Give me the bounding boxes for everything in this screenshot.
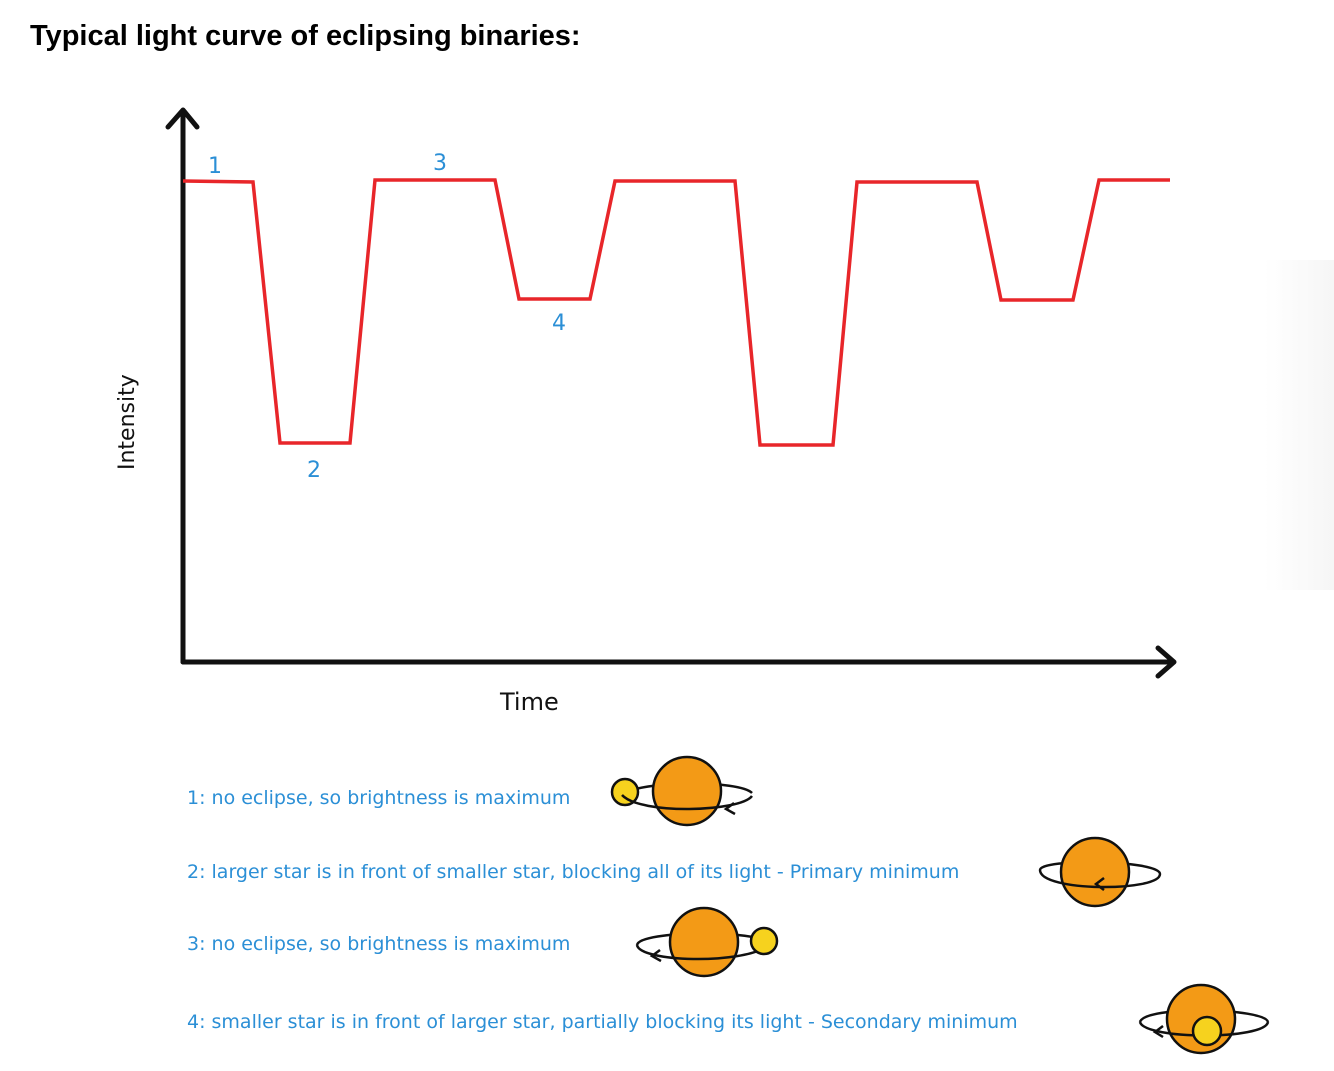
orbit-arrow-3 (649, 949, 662, 963)
x-axis-arrowhead (1155, 645, 1177, 679)
orbit-arrow-1 (723, 802, 736, 816)
orbit-arrow-2 (1093, 877, 1105, 891)
diagram-title: Typical light curve of eclipsing binarie… (30, 20, 581, 52)
curve-label-4: 4 (552, 311, 566, 336)
y-axis-label: Intensity (115, 374, 140, 470)
legend-text-3: 3: no eclipse, so brightness is maximum (187, 933, 570, 955)
binary-illustration-3 (635, 906, 779, 978)
large-star-3 (668, 906, 740, 978)
legend-text-1: 1: no eclipse, so brightness is maximum (187, 787, 570, 809)
large-star-2 (1059, 836, 1131, 908)
light-curve (182, 178, 1170, 447)
y-axis-arrowhead (165, 107, 200, 130)
axes (165, 107, 1177, 679)
orbit-front-1 (621, 794, 753, 811)
x-axis-label: Time (499, 688, 559, 716)
small-star-1 (610, 777, 640, 807)
curve-label-3: 3 (433, 151, 447, 176)
binary-illustration-1 (610, 755, 753, 827)
curve-label-1: 1 (208, 154, 222, 179)
small-star-4 (1191, 1015, 1223, 1047)
small-star-3 (749, 926, 779, 956)
large-star-1 (651, 755, 723, 827)
page-edge-shade (1264, 260, 1334, 590)
binary-illustration-4 (1138, 983, 1270, 1055)
orbit-arrow-4 (1152, 1025, 1164, 1039)
curve-label-2: 2 (307, 458, 321, 483)
legend-text-4: 4: smaller star is in front of larger st… (187, 1011, 1018, 1033)
legend-text-2: 2: larger star is in front of smaller st… (187, 861, 959, 883)
binary-illustration-2 (1038, 836, 1162, 908)
